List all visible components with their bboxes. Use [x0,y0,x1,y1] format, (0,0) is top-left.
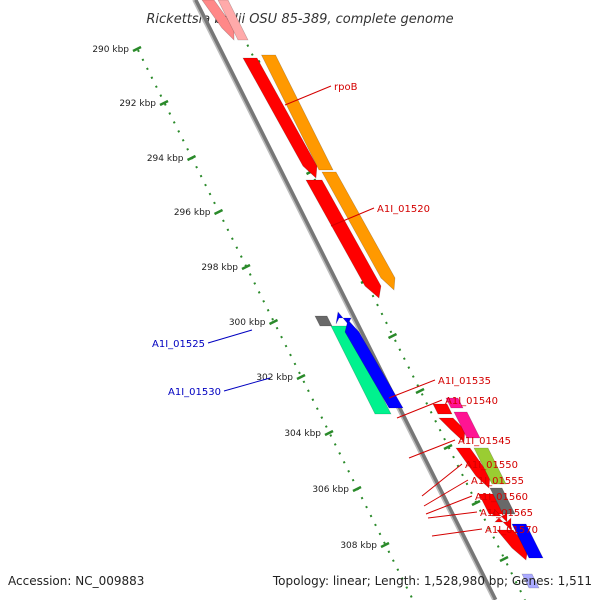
tick-label: 306 kbp [312,485,349,495]
gene-label[interactable]: A1I_01560 [475,492,528,503]
gene-fragment-top-1[interactable] [201,0,235,41]
gene-rpoB-pair[interactable] [261,54,334,171]
gene-label[interactable]: A1I_01525 [152,339,205,350]
scale-rails [137,0,526,600]
backbone-line [192,0,498,600]
tick-mark-major [186,154,197,162]
tick-mark-right [443,443,453,451]
gene-A1I_01535[interactable] [445,397,464,409]
gene-label[interactable]: rpoB [334,82,358,93]
left-rail [137,49,414,600]
gene-label[interactable]: A1I_01545 [458,436,511,447]
gene-A1I_01540-red[interactable] [438,417,466,443]
leader-line [388,379,436,399]
tick-mark-major [159,99,169,107]
tick-label: 290 kbp [92,45,129,55]
gene-label[interactable]: A1I_01530 [168,387,221,398]
leader-line [431,528,483,537]
tick-mark-major [268,318,279,326]
gene-label[interactable]: A1I_01555 [471,476,524,487]
leader-line [423,479,469,507]
tick-label: 304 kbp [284,429,321,439]
tick-mark-right [499,555,509,563]
tick-label: 300 kbp [229,318,266,328]
tick-mark-major [213,208,224,216]
gene-A1I_01535-small[interactable] [432,403,453,415]
tick-label: 308 kbp [340,541,377,551]
tick-label: 298 kbp [201,263,238,273]
genome-backbone [192,0,498,600]
gene-A1I_01530[interactable] [330,325,392,415]
tick-mark-major [352,485,362,493]
gene-rpoB-continued[interactable] [305,179,382,299]
gene-fragment-bottom[interactable] [521,573,540,589]
backbone-highlight [192,0,494,600]
tick-mark-right [415,387,425,395]
gene-labels: rpoB A1I_01520 A1I_01525 A1I_01530 A1I_01535… [152,82,538,537]
gene-fragment-top-2[interactable] [217,0,249,41]
gene-label[interactable]: A1I_01565 [480,508,533,519]
leader-line [396,399,443,419]
tick-label: 294 kbp [147,154,184,164]
leader-line [408,439,456,459]
tick-label: 302 kbp [256,373,293,383]
tick-label: 296 kbp [174,208,211,218]
gene-A1I_01525[interactable] [314,315,333,327]
leader-line [284,85,332,106]
leader-line [223,377,271,392]
gene-A1I_01540[interactable] [453,411,481,439]
leader-line [427,511,478,519]
leader-line [330,207,375,227]
gene-A1I_01555[interactable] [489,487,516,515]
gene-A1I_01565[interactable] [494,517,512,531]
tick-mark-major [324,429,334,437]
accession-text: Accession: NC_009883 [8,574,144,588]
gene-A1I_01545[interactable] [473,447,507,485]
gene-A1I_01570[interactable] [511,523,544,559]
tick-mark-major [380,541,390,549]
gene-rpoB[interactable] [242,57,318,179]
gene-A1I_01560[interactable] [491,509,508,523]
leader-line [207,329,253,344]
tick-mark-major [132,45,142,53]
leader-line [421,463,463,497]
tick-mark-right [471,499,481,507]
gene-label[interactable]: A1I_01570 [485,525,538,536]
leader-line [425,495,473,515]
gene-label[interactable]: A1I_01550 [465,460,518,471]
gene-A1I_01520[interactable] [321,171,396,291]
map-title: Rickettsia bellii OSU 85-389, complete g… [146,12,453,27]
gene-A1I_01530-pair[interactable] [344,319,404,409]
gene-label[interactable]: A1I_01535 [438,376,491,387]
gene-A1I_01525-head[interactable] [335,311,352,325]
tick-mark-right [387,332,398,340]
gene-features [201,0,544,589]
tick-label: 292 kbp [119,99,156,109]
gene-label[interactable]: A1I_01540 [445,396,498,407]
tick-mark-major [296,373,306,381]
gene-A1I_01545-red[interactable] [455,447,491,489]
genome-summary-text: Topology: linear; Length: 1,528,980 bp; … [272,574,592,588]
tick-mark-major [241,263,251,271]
gene-label[interactable]: A1I_01520 [377,204,430,215]
